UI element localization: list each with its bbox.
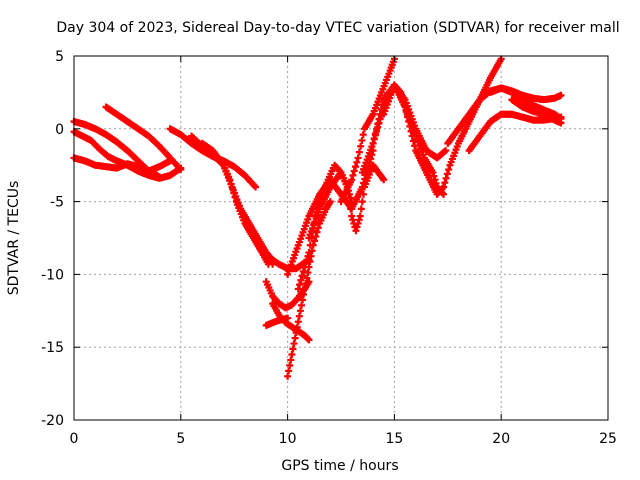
data-point <box>403 113 411 121</box>
data-point <box>380 176 388 184</box>
data-point <box>362 171 370 179</box>
data-point <box>353 158 361 166</box>
data-point <box>314 224 322 232</box>
series-sat-i <box>262 278 313 312</box>
data-point <box>379 101 387 109</box>
data-point <box>445 166 453 174</box>
data-point <box>440 183 448 191</box>
chart-title: Day 304 of 2023, Sidereal Day-to-day VTE… <box>56 20 619 36</box>
data-point <box>312 233 320 241</box>
series-sat-p <box>337 55 398 206</box>
data-point <box>305 336 313 344</box>
data-point <box>411 142 419 150</box>
data-point <box>363 167 371 175</box>
data-point <box>155 173 163 181</box>
data-point <box>443 170 451 178</box>
data-point <box>375 115 383 123</box>
data-point <box>326 198 334 206</box>
data-point <box>369 139 377 147</box>
data-point <box>409 137 417 145</box>
data-point <box>406 122 414 130</box>
y-tick-label: -15 <box>41 340 64 356</box>
data-point <box>361 175 369 183</box>
series-sat-s <box>369 55 505 198</box>
data-point <box>358 136 366 144</box>
x-tick-label: 15 <box>385 431 403 447</box>
data-point <box>298 272 306 280</box>
data-point <box>284 314 292 322</box>
y-tick-label: -10 <box>41 267 64 283</box>
series-sat-g <box>198 139 277 268</box>
data-points <box>70 55 565 380</box>
x-tick-label: 25 <box>599 431 617 447</box>
data-point <box>407 127 415 135</box>
data-point <box>358 198 366 206</box>
data-point <box>376 110 384 118</box>
data-point <box>349 171 357 179</box>
data-point <box>442 147 450 155</box>
data-point <box>358 183 366 191</box>
data-point <box>348 176 356 184</box>
y-tick-label: -5 <box>50 195 64 211</box>
data-point <box>360 179 368 187</box>
x-tick-label: 20 <box>492 431 510 447</box>
data-point <box>299 267 307 275</box>
data-point <box>355 148 363 156</box>
data-point <box>350 167 358 175</box>
data-point <box>402 108 410 116</box>
data-point <box>356 212 364 220</box>
x-axis-label: GPS time / hours <box>281 458 398 474</box>
data-point <box>371 130 379 138</box>
data-point <box>177 166 185 174</box>
data-point <box>296 281 304 289</box>
data-point <box>557 91 565 99</box>
data-point <box>401 103 409 111</box>
data-point <box>442 174 450 182</box>
series-sat-w <box>508 96 565 127</box>
data-point <box>297 276 305 284</box>
y-tick-label: 5 <box>55 49 64 65</box>
data-point <box>352 163 360 171</box>
data-point <box>357 205 365 213</box>
data-point <box>374 120 382 128</box>
data-point <box>354 154 362 162</box>
data-point <box>306 241 314 249</box>
y-tick-label: 0 <box>55 122 64 138</box>
data-point <box>377 105 385 113</box>
series-sat-v <box>487 84 565 123</box>
y-axis-label: SDTVAR / TECUs <box>6 181 22 296</box>
data-point <box>294 285 302 293</box>
series-sat-c <box>70 118 163 181</box>
axis-ticks: 0 5 10 15 20 25 -20 -15 -10 -5 0 5 <box>41 49 617 447</box>
y-tick-label: -20 <box>41 413 64 429</box>
series-sat-d <box>102 103 185 174</box>
data-point <box>441 179 449 187</box>
series-sat-l <box>284 198 334 380</box>
data-point <box>405 118 413 126</box>
data-point <box>357 142 365 150</box>
data-point <box>305 249 313 257</box>
data-point <box>557 119 565 127</box>
data-point <box>440 190 448 198</box>
data-point <box>373 125 381 133</box>
data-point <box>370 135 378 143</box>
plot-frame <box>73 55 609 421</box>
x-tick-label: 5 <box>176 431 185 447</box>
series-sat-k <box>262 314 292 329</box>
x-tick-label: 0 <box>70 431 79 447</box>
x-tick-label: 10 <box>279 431 297 447</box>
data-point <box>359 131 367 139</box>
data-point <box>252 183 260 191</box>
data-point <box>408 132 416 140</box>
